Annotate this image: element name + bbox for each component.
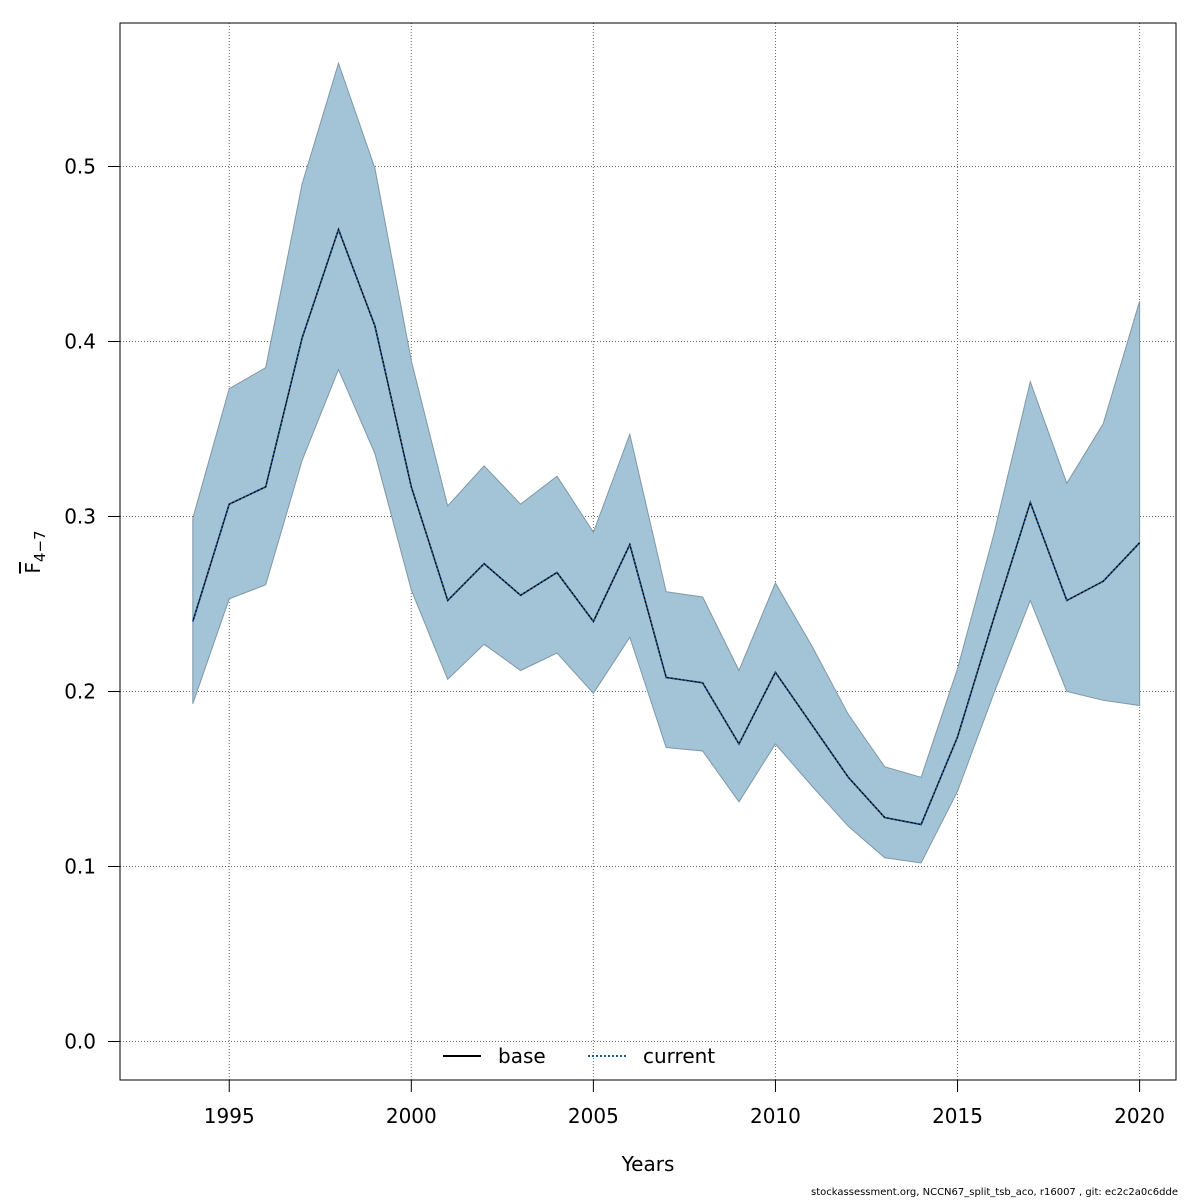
plot-frame [119, 22, 1177, 1081]
legend-label-base: base [498, 1044, 546, 1068]
series-lines [192, 227, 1141, 826]
y-axis-title-main: F [21, 562, 45, 574]
y-axis-title: F4−7 [21, 530, 49, 573]
y-tick-label: 0.1 [64, 855, 96, 879]
y-tick-label: 0.4 [64, 330, 96, 354]
series-line-current [192, 227, 1141, 826]
y-tick-label: 0.2 [64, 680, 96, 704]
legend-label-current: current [643, 1044, 715, 1068]
x-tick-label: 2020 [1114, 1104, 1165, 1128]
footer-note: stockassessment.org, NCCN67_split_tsb_ac… [811, 1187, 1178, 1198]
x-tick-label: 2005 [568, 1104, 619, 1128]
confidence-band-group [192, 61, 1141, 864]
x-axis-title: Years [621, 1152, 675, 1176]
axes: 1995 2000 2005 2010 2015 2020 0.0 0.1 0.2 0.3 0.4 0… [64, 155, 1165, 1129]
confidence-band [192, 61, 1141, 864]
y-tick-label: 0.3 [64, 505, 96, 529]
x-tick-label: 2015 [932, 1104, 983, 1128]
legend: base current [443, 1044, 715, 1068]
x-tick-label: 2000 [386, 1104, 437, 1128]
x-tick-label: 2010 [750, 1104, 801, 1128]
x-tick-label: 1995 [204, 1104, 255, 1128]
y-tick-label: 0.5 [64, 155, 96, 179]
y-tick-label: 0.0 [64, 1030, 96, 1054]
y-axis-title-subscript: 4−7 [31, 530, 49, 562]
svg-text:F4−7: F4−7 [21, 530, 49, 573]
